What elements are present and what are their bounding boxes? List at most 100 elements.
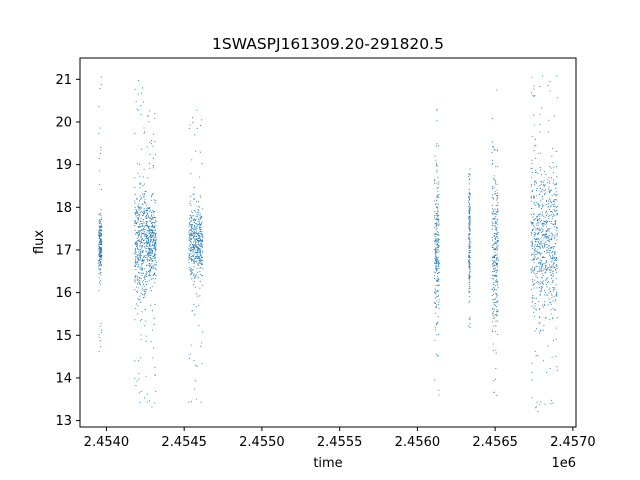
data-point: [152, 277, 154, 280]
data-point: [188, 252, 190, 254]
data-point: [194, 238, 196, 240]
data-point: [137, 218, 139, 220]
data-point: [546, 268, 548, 270]
data-point: [468, 278, 470, 280]
data-point: [436, 165, 438, 167]
data-point: [98, 263, 101, 265]
data-point: [469, 262, 471, 264]
data-point: [555, 278, 557, 280]
data-point: [99, 254, 102, 256]
data-point: [100, 258, 102, 260]
data-point: [538, 205, 541, 207]
data-point: [138, 272, 140, 274]
data-point: [145, 190, 147, 192]
data-point: [553, 179, 555, 181]
data-point: [199, 252, 201, 254]
data-point: [548, 188, 550, 190]
data-point: [155, 236, 157, 238]
data-point: [138, 258, 140, 260]
data-point: [100, 251, 102, 253]
data-point: [154, 241, 156, 243]
data-point: [492, 159, 494, 161]
data-point: [496, 269, 499, 271]
data-point: [551, 155, 553, 157]
data-point: [435, 250, 437, 252]
data-point: [190, 241, 192, 243]
data-point: [496, 300, 498, 303]
data-point: [531, 208, 533, 210]
data-point: [143, 268, 145, 270]
data-point: [148, 400, 150, 402]
data-point: [549, 367, 551, 369]
data-point: [438, 181, 440, 183]
data-point: [535, 266, 537, 268]
data-point: [495, 181, 497, 183]
data-point: [469, 240, 471, 242]
data-point: [435, 263, 437, 265]
data-point: [149, 265, 151, 267]
data-point: [140, 197, 142, 199]
data-point: [555, 191, 558, 193]
data-point: [188, 401, 190, 403]
data-point: [539, 287, 541, 289]
data-point: [136, 290, 138, 292]
data-point: [140, 114, 142, 116]
data-point: [153, 238, 155, 240]
data-point: [191, 269, 193, 271]
data-point: [191, 238, 193, 240]
data-point: [141, 246, 143, 248]
data-point: [536, 406, 538, 408]
data-point: [435, 258, 437, 260]
data-point: [145, 251, 147, 253]
data-point: [140, 222, 142, 224]
data-point: [540, 281, 542, 283]
data-point: [149, 287, 151, 289]
data-point: [188, 235, 190, 237]
data-point: [145, 291, 147, 293]
data-point: [139, 230, 141, 232]
data-point: [153, 272, 156, 274]
data-point: [491, 277, 493, 279]
data-point: [531, 167, 533, 170]
data-point: [540, 243, 542, 245]
data-point: [192, 251, 194, 254]
data-point: [539, 131, 541, 133]
data-point: [138, 249, 140, 251]
data-point: [199, 254, 201, 256]
data-point: [543, 242, 545, 244]
data-point: [195, 230, 197, 232]
data-point: [152, 253, 154, 255]
data-point: [134, 206, 136, 209]
data-point: [152, 167, 154, 169]
data-point: [537, 204, 539, 206]
data-point: [190, 271, 192, 273]
data-point: [137, 240, 139, 242]
data-point: [140, 207, 142, 209]
data-point: [100, 240, 102, 242]
data-point: [435, 257, 437, 259]
data-point: [551, 211, 553, 213]
data-point: [190, 224, 192, 226]
data-point: [436, 300, 438, 302]
data-point: [535, 217, 537, 220]
data-point: [146, 224, 148, 226]
data-point: [197, 249, 199, 251]
data-point: [193, 193, 195, 195]
data-point: [437, 176, 439, 178]
data-point: [468, 245, 470, 247]
data-point: [101, 225, 103, 228]
data-point: [201, 263, 203, 266]
data-point: [493, 149, 495, 151]
data-point: [196, 365, 198, 367]
data-point: [137, 93, 139, 95]
data-point: [436, 230, 438, 232]
data-point: [190, 400, 192, 402]
data-point: [495, 205, 497, 207]
data-point: [497, 320, 499, 322]
data-point: [533, 150, 535, 152]
data-point: [145, 283, 147, 286]
y-tick-label: 19: [55, 158, 72, 173]
data-point: [435, 306, 437, 308]
data-point: [150, 247, 152, 250]
data-point: [98, 247, 100, 250]
